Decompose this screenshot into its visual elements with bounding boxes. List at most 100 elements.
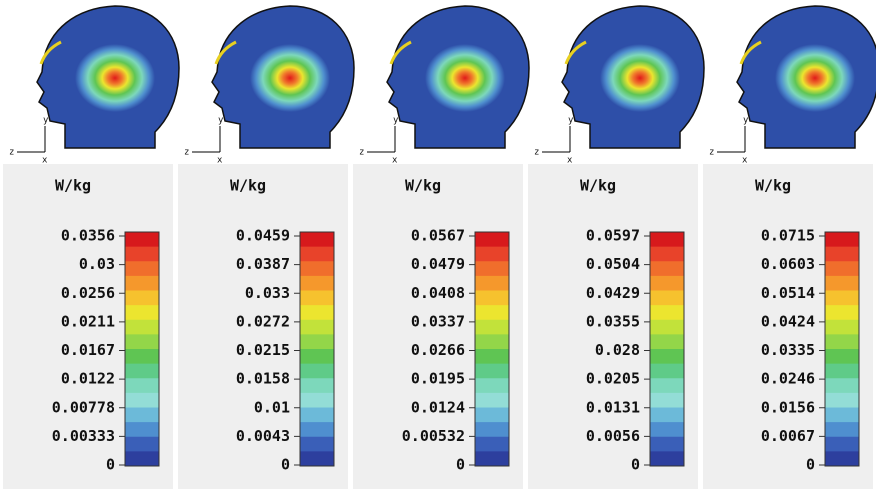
colorbar-band [475,305,509,321]
colorbar-band [825,275,859,291]
colorbar-band [650,392,684,408]
colorbar-band [650,290,684,306]
colorbar-tick-label: 0.0122 [61,370,115,388]
colorbar-band [475,349,509,365]
colorbar-band [475,246,509,262]
colorbar-band [125,261,159,277]
colorbar-tick-label: 0.0067 [761,427,815,445]
colorbar-band [825,378,859,394]
colorbar-band [300,378,334,394]
colorbar-tick-label: 0.00778 [52,398,115,416]
colorbar-band [650,319,684,335]
colorbar-band [300,305,334,321]
colorbar-band [300,232,334,248]
axis-label: z [9,148,14,158]
colorbar-tick-label: 0.0387 [236,255,290,273]
colorbar-tick-label: 0.0167 [61,341,115,359]
colorbar-band [125,319,159,335]
colorbar-band [650,378,684,394]
colorbar-band [300,451,334,467]
ear-highlight [564,40,587,65]
colorbar-band [125,451,159,467]
colorbar-tick-label: 0.033 [245,284,290,302]
sar-hotspot [75,44,155,112]
colorbar-tick-label: 0.01 [254,398,290,416]
colorbar-band [475,451,509,467]
colorbar-band [650,261,684,277]
panel: z y x W/kg 0.0597 0.0504 0.0429 0.0355 0.028 0.02… [528,5,705,489]
axis-label: x [742,156,748,166]
colorbar-band [650,407,684,423]
colorbar-tick-label: 0.0567 [411,227,465,245]
colorbar-tick-label: 0.0256 [61,284,115,302]
colorbar-band [125,246,159,262]
colorbar-band [475,392,509,408]
colorbar-band [475,261,509,277]
colorbar-tick-label: 0.00532 [402,427,465,445]
unit-label: W/kg [405,177,441,195]
colorbar-band [825,261,859,277]
colorbar-band [825,349,859,365]
colorbar-tick-label: 0.0715 [761,227,815,245]
colorbar-band [300,319,334,335]
colorbar-band [125,232,159,248]
colorbar-band [475,275,509,291]
colorbar-band [650,232,684,248]
unit-label: W/kg [230,177,266,195]
colorbar-band [475,378,509,394]
ear-highlight [389,40,412,65]
colorbar-frame [474,231,510,467]
colorbar-tick-label: 0 [631,456,640,474]
sar-hotspot [425,44,505,112]
colorbar-band [125,290,159,306]
colorbar-band [825,290,859,306]
colorbar-tick-label: 0.0429 [586,284,640,302]
colorbar-tick-label: 0.0459 [236,227,290,245]
colorbar-band [825,436,859,452]
colorbar-band [475,363,509,379]
colorbar-band [125,378,159,394]
axis-label: z [359,148,364,158]
colorbar-band [125,305,159,321]
ear-highlight [39,40,62,65]
colorbar-band [650,451,684,467]
colorbar-tick-label: 0.0056 [586,427,640,445]
colorbar-band [300,261,334,277]
colorbar-tick-label: 0.0356 [61,227,115,245]
colorbar-band [650,305,684,321]
panel: z y x W/kg 0.0459 0.0387 0.033 0.0272 0.0215 0.01… [178,5,355,489]
axis-label: x [42,156,48,166]
colorbar-band [475,319,509,335]
colorbar-tick-label: 0.0408 [411,284,465,302]
colorbar-band [825,422,859,438]
unit-label: W/kg [580,177,616,195]
colorbar-band [650,334,684,350]
colorbar-tick-label: 0.0266 [411,341,465,359]
colorbar-band [125,436,159,452]
axis-label: x [567,156,573,166]
colorbar-band [125,392,159,408]
panel: z y x W/kg 0.0356 0.03 0.0256 0.0211 0.0167 0.012… [3,5,180,489]
colorbar-tick-label: 0.0205 [586,370,640,388]
colorbar-tick-label: 0 [106,456,115,474]
colorbar-tick-label: 0.0131 [586,398,640,416]
axis-label: x [217,156,223,166]
colorbar-band [650,363,684,379]
colorbar-band [300,392,334,408]
axis-label: z [184,148,189,158]
sar-hotspot [775,44,855,112]
colorbar-tick-label: 0.03 [79,255,115,273]
colorbar-tick-label: 0.0195 [411,370,465,388]
colorbar-tick-label: 0.0124 [411,398,465,416]
colorbar-tick-label: 0.0335 [761,341,815,359]
sar-hotspot [250,44,330,112]
colorbar-frame [824,231,860,467]
colorbar-tick-label: 0.0215 [236,341,290,359]
ear-highlight [739,40,762,65]
ear-highlight [214,40,237,65]
colorbar-band [650,275,684,291]
colorbar-band [825,363,859,379]
colorbar-band [300,407,334,423]
colorbar-tick-label: 0.00333 [52,427,115,445]
